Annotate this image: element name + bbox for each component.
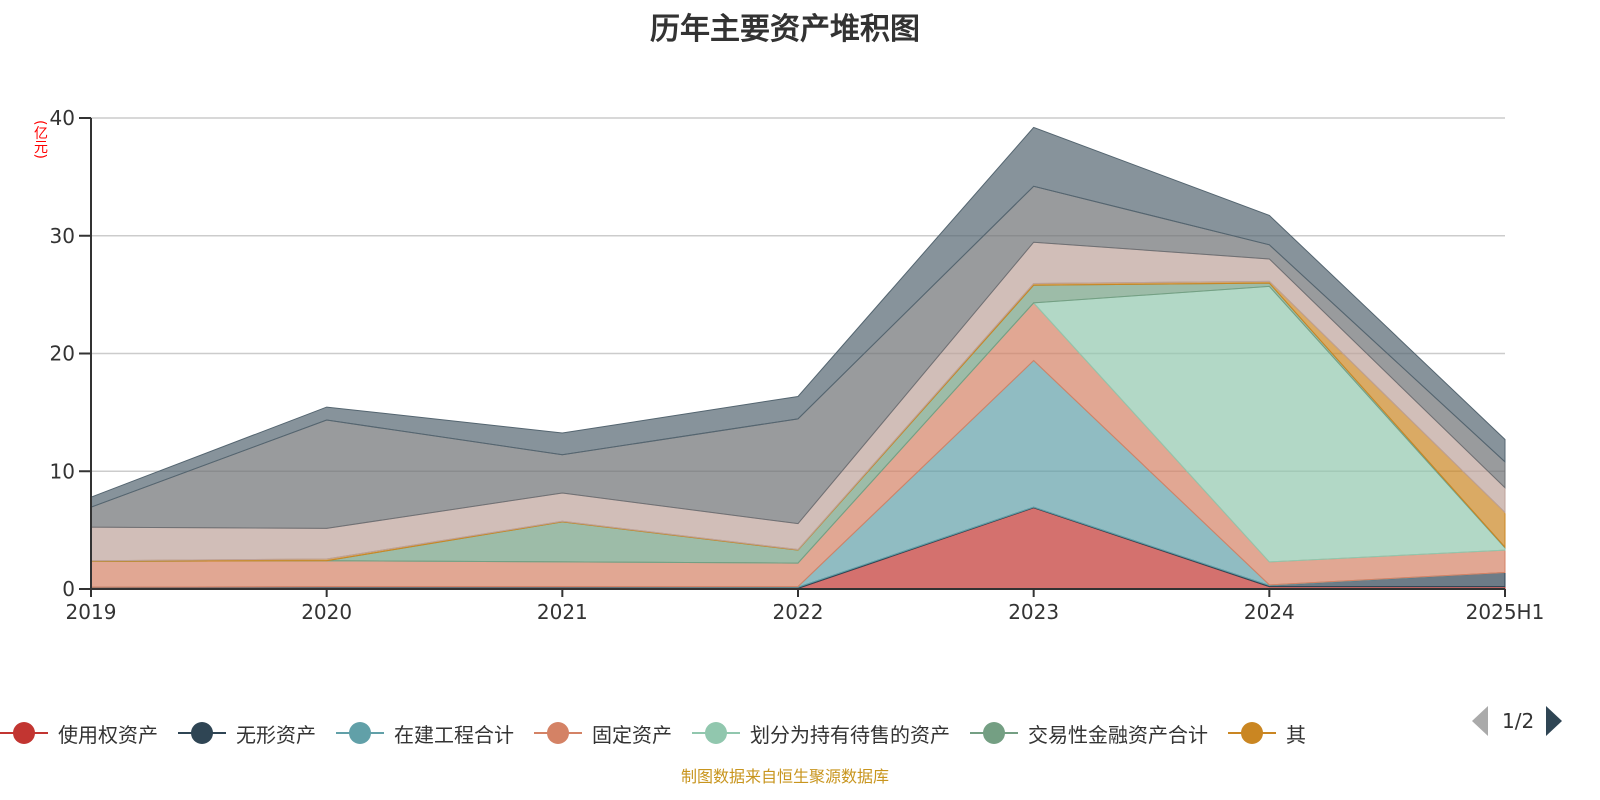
legend-item[interactable]: 交易性金融资产合计 xyxy=(970,719,1208,748)
x-tick-label: 2019 xyxy=(66,600,117,624)
legend-pager: 1/2 xyxy=(1472,706,1563,736)
stacked-area-chart: 0 10 20 30 40 2019 2020 2021 2022 2023 2024 2025H1 xyxy=(50,106,1545,624)
legend-marker-icon xyxy=(0,721,48,745)
x-tick-label: 2022 xyxy=(773,600,824,624)
legend-page-indicator: 1/2 xyxy=(1502,709,1535,733)
legend-label: 固定资产 xyxy=(592,722,672,747)
legend-marker-icon xyxy=(692,721,740,745)
legend-next-page-icon[interactable] xyxy=(1546,706,1563,736)
legend-item[interactable]: 在建工程合计 xyxy=(336,719,514,748)
x-tick-label: 2025H1 xyxy=(1466,600,1545,624)
legend-label: 使用权资产 xyxy=(58,722,158,747)
legend-label: 在建工程合计 xyxy=(394,722,514,747)
y-tick-label: 20 xyxy=(50,342,75,366)
legend-marker-icon xyxy=(1228,721,1276,745)
y-tick-label: 10 xyxy=(50,459,75,483)
legend-item[interactable]: 无形资产 xyxy=(178,719,316,748)
y-tick-label: 40 xyxy=(50,106,75,130)
y-tick-label: 0 xyxy=(62,577,75,601)
legend-label: 交易性金融资产合计 xyxy=(1028,722,1208,747)
legend-item[interactable]: 使用权资产 xyxy=(0,719,158,748)
legend-marker-icon xyxy=(336,721,384,745)
legend-marker-icon xyxy=(178,721,226,745)
x-tick-label: 2024 xyxy=(1244,600,1295,624)
legend-label: 划分为持有待售的资产 xyxy=(750,722,950,747)
legend-label: 无形资产 xyxy=(236,722,316,747)
legend-marker-icon xyxy=(534,721,582,745)
y-tick-label: 30 xyxy=(50,224,75,248)
chart-title: 历年主要资产堆积图 xyxy=(650,12,920,47)
legend-label: 其 xyxy=(1286,722,1306,747)
legend-marker-icon xyxy=(970,721,1018,745)
x-tick-label: 2021 xyxy=(537,600,588,624)
legend: 使用权资产 无形资产 在建工程合计 固定资产 划分为持有待售的资产 交易性金融资产合计 其 xyxy=(0,718,1326,748)
legend-item[interactable]: 其 xyxy=(1228,719,1306,748)
y-axis-unit-label: (亿元) xyxy=(32,120,48,159)
legend-prev-page-icon[interactable] xyxy=(1472,706,1488,736)
legend-item[interactable]: 划分为持有待售的资产 xyxy=(692,719,950,748)
area-series-10 xyxy=(90,126,1506,508)
x-tick-label: 2020 xyxy=(301,600,352,624)
data-source-note: 制图数据来自恒生聚源数据库 xyxy=(680,767,889,786)
x-tick-label: 2023 xyxy=(1008,600,1059,624)
legend-item[interactable]: 固定资产 xyxy=(534,719,672,748)
